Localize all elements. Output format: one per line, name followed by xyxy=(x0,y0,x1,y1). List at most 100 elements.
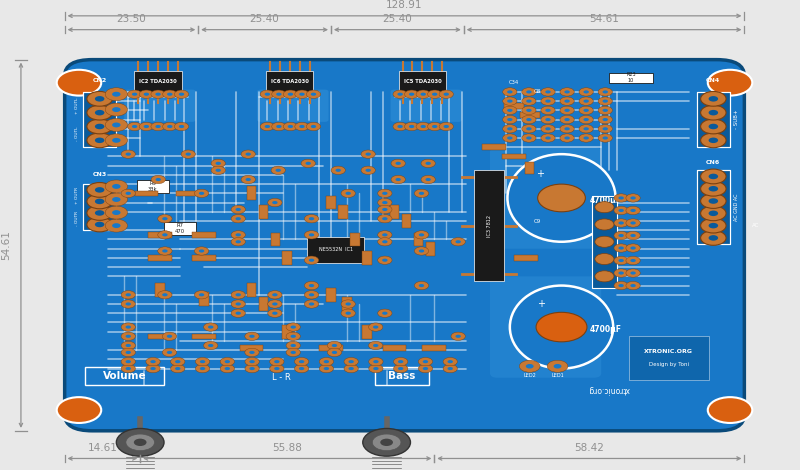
Circle shape xyxy=(579,125,594,133)
Circle shape xyxy=(614,219,628,227)
Circle shape xyxy=(583,136,589,140)
Circle shape xyxy=(162,250,168,252)
Circle shape xyxy=(546,136,550,140)
Text: Volume: Volume xyxy=(102,371,146,381)
Circle shape xyxy=(443,125,449,128)
Circle shape xyxy=(374,367,378,370)
Circle shape xyxy=(362,429,410,456)
Circle shape xyxy=(268,300,282,308)
Circle shape xyxy=(598,125,612,133)
Circle shape xyxy=(167,93,173,96)
Circle shape xyxy=(346,192,351,195)
Bar xyxy=(362,251,371,265)
Text: 25.40: 25.40 xyxy=(382,14,412,24)
Text: Bass: Bass xyxy=(388,371,415,381)
Circle shape xyxy=(203,341,218,350)
Circle shape xyxy=(416,90,430,98)
Circle shape xyxy=(422,360,428,363)
Circle shape xyxy=(175,367,181,370)
Circle shape xyxy=(310,125,316,128)
Bar xyxy=(164,222,196,235)
Circle shape xyxy=(630,234,636,237)
Circle shape xyxy=(194,189,209,197)
Circle shape xyxy=(614,244,628,252)
Circle shape xyxy=(304,290,318,299)
Text: LED1: LED1 xyxy=(551,373,564,378)
Bar xyxy=(83,184,116,230)
Circle shape xyxy=(235,217,241,220)
Circle shape xyxy=(162,122,177,131)
Bar xyxy=(192,255,216,261)
Circle shape xyxy=(162,293,168,297)
Circle shape xyxy=(162,217,168,220)
Circle shape xyxy=(630,221,636,225)
Circle shape xyxy=(630,284,636,287)
Circle shape xyxy=(200,367,206,370)
Circle shape xyxy=(372,434,401,451)
Circle shape xyxy=(701,92,726,106)
Circle shape xyxy=(235,293,241,297)
Circle shape xyxy=(162,332,177,340)
Bar xyxy=(148,232,172,238)
Bar xyxy=(374,367,429,385)
Circle shape xyxy=(144,93,149,96)
Circle shape xyxy=(309,293,314,297)
Text: 54.61: 54.61 xyxy=(2,230,11,260)
Circle shape xyxy=(245,358,259,366)
Circle shape xyxy=(366,153,371,156)
Circle shape xyxy=(382,217,387,220)
Circle shape xyxy=(564,90,570,94)
Circle shape xyxy=(126,367,131,370)
Bar xyxy=(382,345,406,351)
Text: 4700µF: 4700µF xyxy=(590,325,622,334)
Circle shape xyxy=(361,166,375,174)
Circle shape xyxy=(106,134,127,147)
Circle shape xyxy=(112,210,121,215)
Circle shape xyxy=(522,106,536,115)
Bar xyxy=(282,251,292,265)
Circle shape xyxy=(211,166,226,174)
Circle shape xyxy=(526,100,532,103)
Circle shape xyxy=(421,125,426,128)
Circle shape xyxy=(602,100,608,103)
Circle shape xyxy=(126,360,131,363)
Circle shape xyxy=(378,231,392,239)
Circle shape xyxy=(250,367,255,370)
Circle shape xyxy=(564,109,570,112)
Circle shape xyxy=(709,235,718,241)
Circle shape xyxy=(290,351,296,354)
Circle shape xyxy=(507,118,513,121)
Circle shape xyxy=(235,312,241,315)
Circle shape xyxy=(344,358,358,366)
Circle shape xyxy=(87,133,112,148)
Circle shape xyxy=(701,169,726,184)
Text: XTRONIC.ORG: XTRONIC.ORG xyxy=(644,349,694,354)
Bar xyxy=(326,196,336,210)
Circle shape xyxy=(319,358,334,366)
Circle shape xyxy=(158,247,172,255)
Bar xyxy=(629,337,709,380)
Circle shape xyxy=(439,122,454,131)
Bar xyxy=(697,92,730,147)
Text: xtronic.org: xtronic.org xyxy=(588,385,630,394)
Bar xyxy=(525,162,534,174)
Circle shape xyxy=(502,97,517,105)
Circle shape xyxy=(260,122,274,131)
Circle shape xyxy=(170,364,185,373)
Circle shape xyxy=(374,360,378,363)
Circle shape xyxy=(366,169,371,172)
Circle shape xyxy=(447,360,453,363)
Circle shape xyxy=(332,351,337,354)
Bar xyxy=(258,297,268,311)
Bar xyxy=(258,205,268,219)
Circle shape xyxy=(595,236,614,247)
Circle shape xyxy=(225,367,230,370)
Circle shape xyxy=(522,134,536,142)
Circle shape xyxy=(618,272,624,274)
Circle shape xyxy=(626,244,640,252)
Circle shape xyxy=(546,90,550,94)
Circle shape xyxy=(294,358,309,366)
Text: Design by Toni: Design by Toni xyxy=(649,362,689,367)
Circle shape xyxy=(618,259,624,262)
Bar xyxy=(326,288,336,302)
